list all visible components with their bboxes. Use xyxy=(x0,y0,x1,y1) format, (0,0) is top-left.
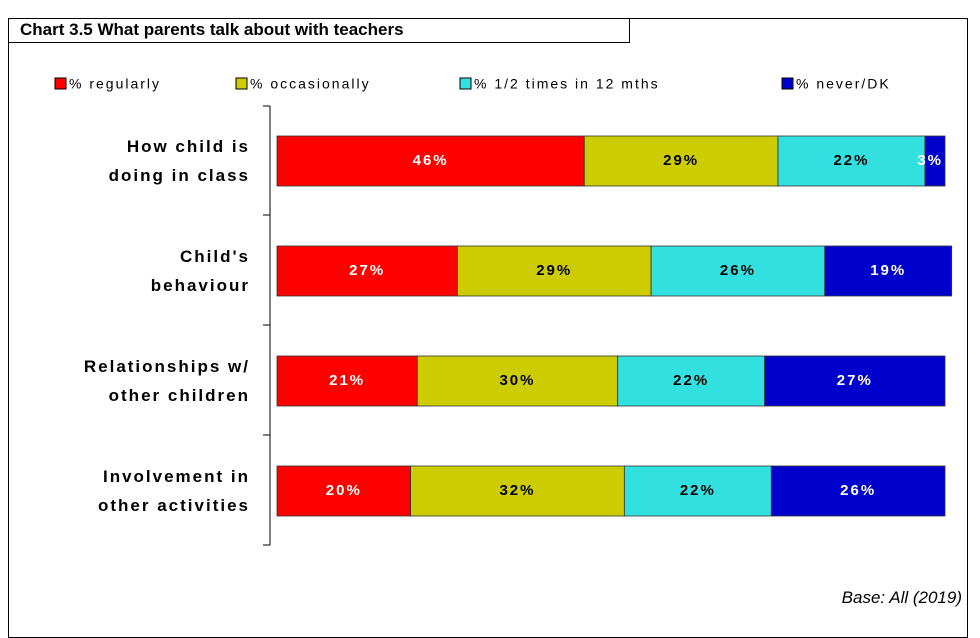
chart: % regularly % occasionally % 1/2 times in … xyxy=(54,76,953,546)
bar-segment xyxy=(276,465,412,517)
data-label: 30% xyxy=(499,372,535,389)
bar-segment xyxy=(276,245,458,297)
legend-label: % occasionally xyxy=(250,76,371,92)
category-label: Involvement in other activities xyxy=(98,467,250,515)
bar-segment xyxy=(824,245,953,297)
bar-segment xyxy=(764,355,946,407)
legend-label: % never/DK xyxy=(796,76,891,92)
legend-label: % 1/2 times in 12 mths xyxy=(474,76,660,92)
bar-segment xyxy=(416,355,619,407)
data-label: 29% xyxy=(663,152,699,169)
data-label: 22% xyxy=(833,152,869,169)
data-label: 3% xyxy=(917,152,943,169)
bar-segment xyxy=(617,355,766,407)
category-label: How child is doing in class xyxy=(108,137,250,185)
legend-label: % regularly xyxy=(69,76,161,92)
bar-segment xyxy=(924,135,946,187)
note: Base: All (2019) xyxy=(841,588,962,607)
legend-swatch xyxy=(54,77,67,90)
data-label: 27% xyxy=(837,372,873,389)
data-label: 19% xyxy=(870,262,906,279)
page: Chart 3.5 What parents talk about with t… xyxy=(8,18,968,638)
data-label: 32% xyxy=(499,482,535,499)
data-label: 29% xyxy=(536,262,572,279)
data-label: 46% xyxy=(413,152,449,169)
data-label: 26% xyxy=(720,262,756,279)
category-label: Relationships w/ other children xyxy=(83,357,250,405)
data-label: 26% xyxy=(840,482,876,499)
bar-segment xyxy=(276,135,585,187)
data-label: 20% xyxy=(326,482,362,499)
legend-swatch xyxy=(781,77,794,90)
data-label: 21% xyxy=(329,372,365,389)
data-label: 27% xyxy=(349,262,385,279)
bar-segment xyxy=(623,465,772,517)
legend-swatch xyxy=(459,77,472,90)
data-label: 22% xyxy=(673,372,709,389)
bar-segment xyxy=(276,355,418,407)
data-label: 22% xyxy=(680,482,716,499)
chart-title: Chart 3.5 What parents talk about with t… xyxy=(8,18,630,43)
category-label: Child's behaviour xyxy=(150,247,250,295)
legend-swatch xyxy=(235,77,248,90)
bar-segment xyxy=(770,465,946,517)
